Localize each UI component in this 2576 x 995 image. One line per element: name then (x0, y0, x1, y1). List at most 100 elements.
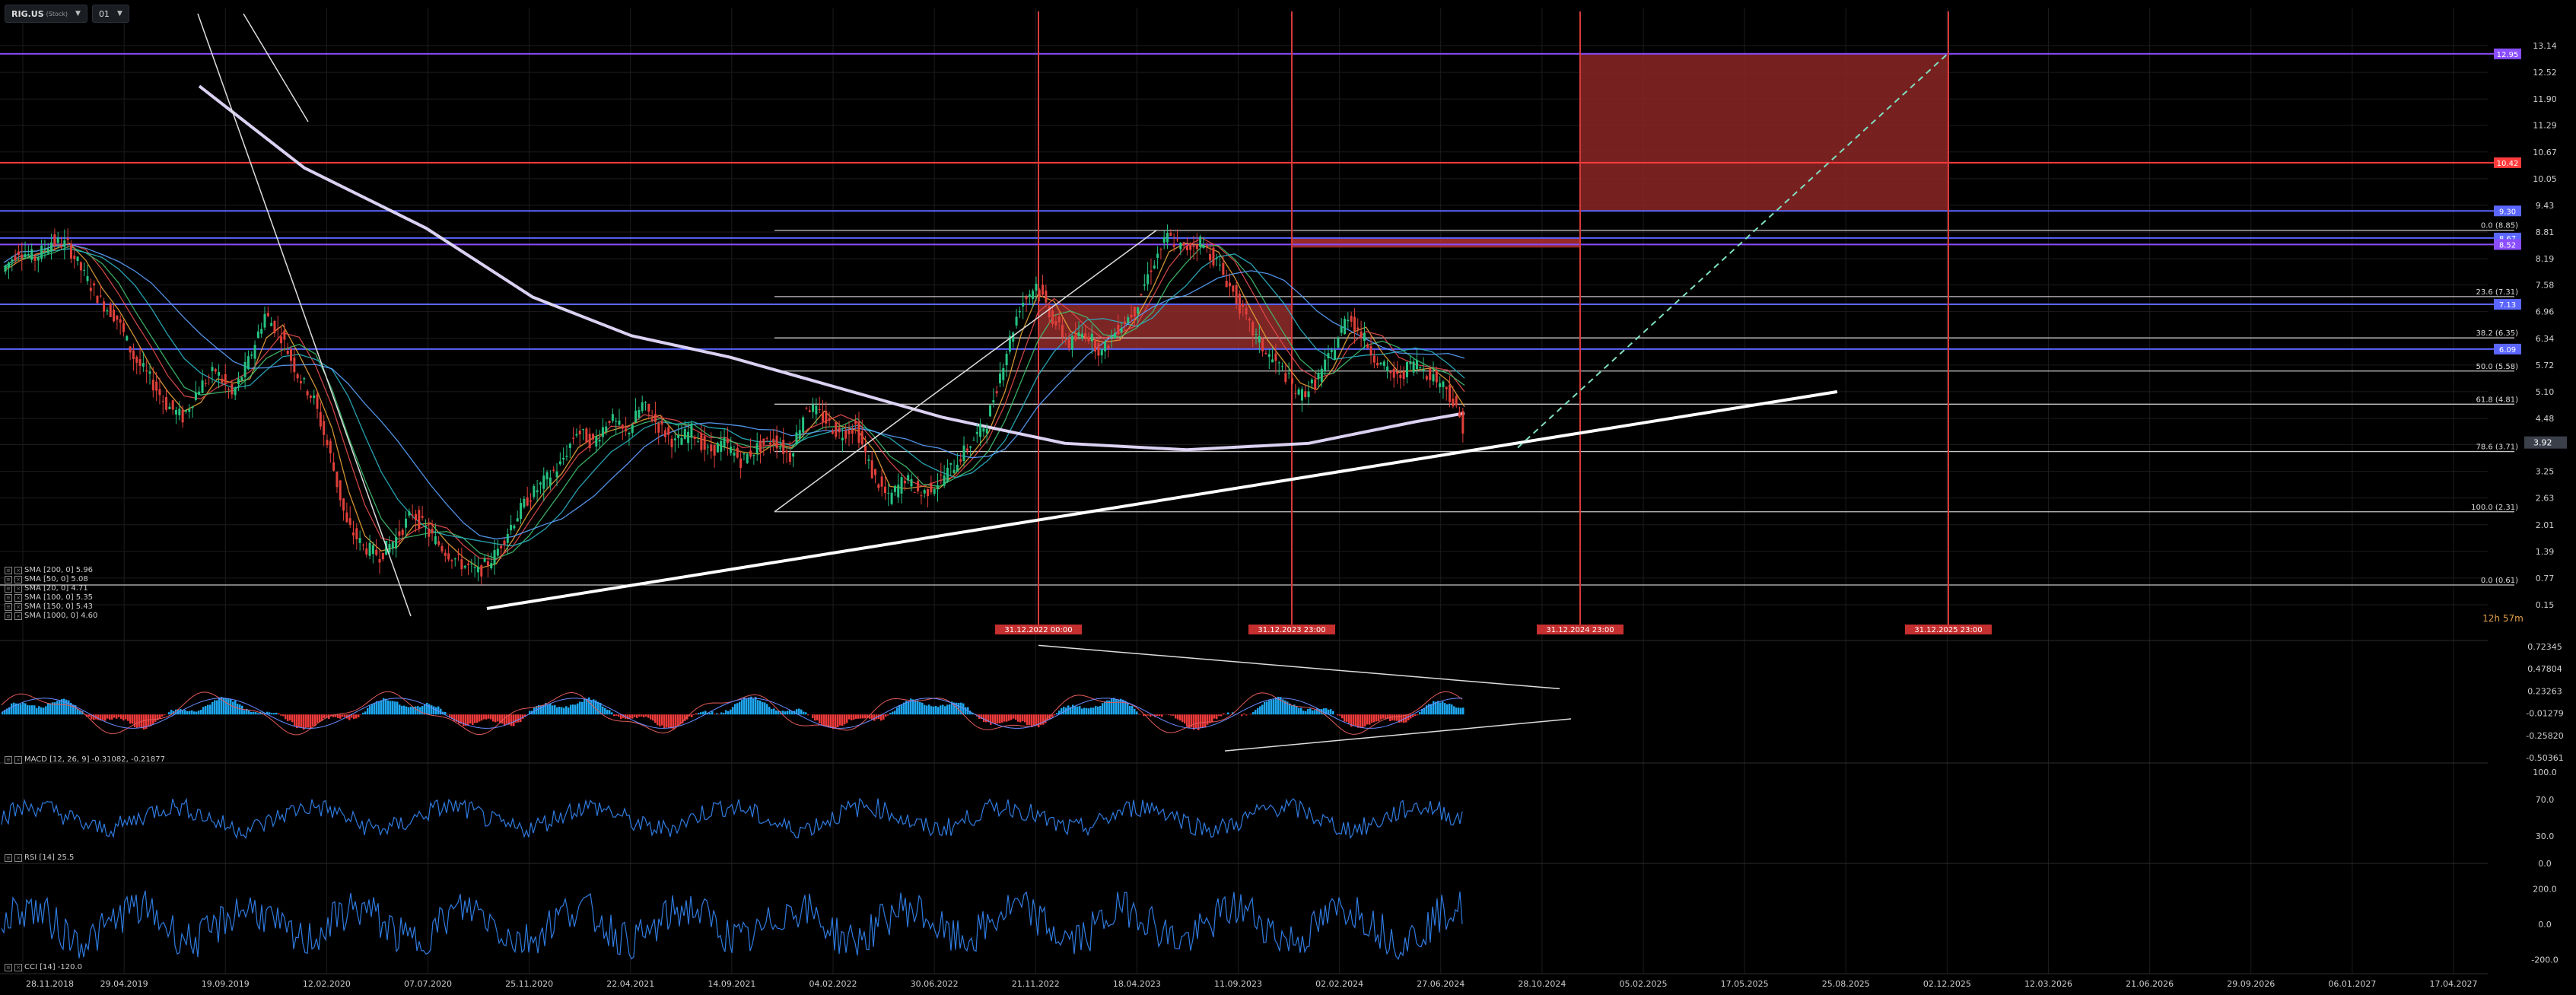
candle-body (1449, 384, 1452, 402)
candle-body (795, 432, 798, 445)
macd-histogram-bar (301, 714, 303, 728)
macd-label[interactable]: ≡ × MACD [12, 26, 9] -0.31082, -0.21877 (5, 755, 165, 764)
macd-histogram-bar (921, 702, 924, 715)
macd-histogram-bar (997, 714, 999, 724)
cci-label[interactable]: ≡ × CCI [14] -120.0 (5, 963, 82, 971)
macd-histogram-bar (789, 710, 791, 715)
candle-body (63, 240, 66, 247)
close-icon[interactable]: × (14, 854, 22, 862)
macd-tick-label: -0.01279 (2526, 709, 2563, 719)
settings-icon[interactable]: ≡ (5, 594, 12, 602)
macd-histogram-bar (1289, 703, 1291, 715)
settings-icon[interactable]: ≡ (5, 567, 12, 574)
macd-histogram-bar (748, 697, 750, 715)
settings-icon[interactable]: ≡ (5, 612, 12, 620)
level-tag-bg (2494, 299, 2521, 310)
macd-histogram-bar (399, 704, 401, 715)
macd-histogram-bar (990, 714, 992, 725)
close-icon[interactable]: × (14, 585, 22, 593)
descending-trendline-2 (243, 13, 309, 122)
close-icon[interactable]: × (14, 576, 22, 583)
macd-histogram-bar (298, 714, 301, 727)
settings-icon[interactable]: ≡ (5, 603, 12, 611)
close-icon[interactable]: × (14, 594, 22, 602)
settings-icon[interactable]: ≡ (5, 585, 12, 593)
macd-histogram-bar (316, 714, 319, 723)
close-icon[interactable]: × (14, 755, 22, 764)
candle-body (1392, 368, 1395, 378)
macd-histogram-bar (887, 714, 889, 716)
macd-histogram-bar (40, 707, 43, 715)
candle-body (1379, 362, 1382, 364)
macd-histogram-bar (1330, 709, 1332, 715)
target-zones (1038, 53, 1948, 349)
candle-body (998, 374, 1001, 383)
settings-icon[interactable]: ≡ (5, 755, 12, 764)
candle-body (992, 400, 995, 403)
legend-item[interactable]: ≡ × SMA [150, 0] 5.43 (5, 602, 97, 612)
candle-body (585, 428, 588, 443)
macd-histogram-bar (1124, 701, 1127, 715)
settings-icon[interactable]: ≡ (5, 576, 12, 583)
candle-body (1376, 362, 1379, 366)
candle-body (1238, 294, 1241, 314)
macd-histogram-bar (762, 701, 764, 715)
macd-histogram-bar (1378, 714, 1380, 721)
candle-body (493, 550, 496, 564)
macd-histogram-bar (1382, 714, 1385, 719)
macd-histogram-bar (13, 702, 15, 715)
close-icon[interactable]: × (14, 963, 22, 971)
macd-histogram-bar (70, 703, 72, 715)
legend-item[interactable]: ≡ × SMA [100, 0] 5.35 (5, 593, 97, 602)
candle-body (860, 431, 863, 445)
rsi-label[interactable]: ≡ × RSI [14] 25.5 (5, 854, 74, 862)
macd-histogram-bar (796, 709, 798, 715)
macd-label-text: MACD [12, 26, 9] -0.31082, -0.21877 (24, 755, 165, 764)
candle-body (1166, 233, 1169, 243)
macd-histogram-bar (869, 714, 871, 719)
macd-histogram-bar (255, 712, 257, 715)
macd-histogram-bar (337, 714, 339, 719)
legend-item[interactable]: ≡ × SMA [50, 0] 5.08 (5, 575, 97, 584)
candle-body (398, 531, 401, 536)
close-icon[interactable]: × (14, 612, 22, 620)
settings-icon[interactable]: ≡ (5, 854, 12, 862)
macd-histogram-bar (629, 714, 631, 719)
macd-histogram-bar (940, 705, 942, 715)
macd-histogram-bar (1405, 714, 1407, 723)
macd-histogram-bar (946, 704, 949, 715)
candle-body (237, 378, 240, 385)
legend-item[interactable]: ≡ × SMA [200, 0] 5.96 (5, 566, 97, 575)
macd-histogram-bar (972, 712, 974, 715)
time-tick-label: 30.06.2022 (911, 979, 959, 989)
macd-histogram-bar (1216, 714, 1218, 720)
macd-histogram-bar (1003, 714, 1006, 722)
macd-histogram-bar (1092, 707, 1095, 715)
close-icon[interactable]: × (14, 567, 22, 574)
candle-body (946, 467, 949, 482)
macd-trendline-lower (1224, 718, 1572, 752)
close-icon[interactable]: × (14, 603, 22, 611)
sma-line (3, 244, 1465, 559)
candle-body (319, 412, 322, 427)
macd-histogram-bar (61, 698, 63, 715)
candle-body (1080, 333, 1083, 339)
legend-item[interactable]: ≡ × SMA [20, 0] 4.71 (5, 584, 97, 593)
macd-histogram-bar (679, 714, 682, 725)
macd-histogram-bar (1252, 712, 1255, 715)
price-tick-label: 11.90 (2533, 94, 2557, 104)
interval-selector[interactable]: 01 ▼ (91, 5, 129, 23)
macd-histogram-bar (1095, 706, 1097, 715)
macd-histogram-bar (636, 714, 638, 718)
legend-item[interactable]: ≡ × SMA [1000, 0] 4.60 (5, 612, 97, 621)
price-tick-label: 6.34 (2536, 334, 2555, 344)
candle-body (670, 438, 673, 447)
macd-histogram-bar (606, 709, 609, 715)
macd-histogram-bar (1362, 714, 1364, 728)
candle-body (1415, 360, 1418, 370)
settings-icon[interactable]: ≡ (5, 963, 12, 971)
level-tag-label: 8.52 (2499, 241, 2516, 250)
symbol-selector[interactable]: RIG.US (Stock) ▼ (5, 5, 87, 23)
candle-body (132, 350, 135, 360)
